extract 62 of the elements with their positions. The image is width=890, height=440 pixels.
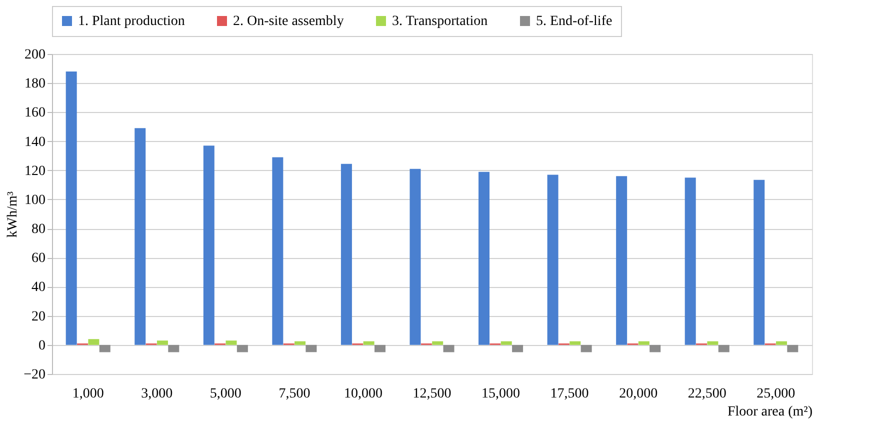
x-tick-label: 5,000 (210, 386, 242, 402)
y-tick-label: 0 (38, 338, 46, 354)
bar (374, 344, 386, 352)
y-tick-label: 40 (32, 280, 46, 296)
bar (616, 176, 628, 345)
x-tick-label: 3,000 (141, 386, 173, 402)
x-tick-label: 1,000 (72, 386, 104, 402)
bar (203, 146, 214, 345)
bar (272, 157, 284, 345)
y-tick-label: 80 (32, 222, 46, 238)
x-tick-label: 7,500 (278, 386, 310, 402)
bar (134, 128, 146, 345)
y-tick-label: 180 (24, 76, 46, 92)
bar (547, 174, 558, 345)
x-tick-label: 22,500 (688, 386, 726, 402)
bar (88, 339, 100, 345)
bar (410, 168, 421, 345)
bar (236, 344, 248, 352)
legend-label: 1. Plant production (78, 14, 185, 29)
y-tick-label: 20 (32, 309, 46, 324)
y-tick-label: 140 (24, 134, 46, 150)
x-tick-label: 12,500 (412, 386, 452, 402)
bar (363, 341, 374, 345)
x-tick-label: 10,000 (344, 386, 382, 402)
y-tick-label: −20 (24, 368, 46, 382)
legend-label: 5. End-of-life (536, 14, 612, 29)
bar (156, 340, 168, 345)
x-tick-label: 25,000 (756, 386, 796, 402)
bar (99, 344, 110, 352)
bar (570, 341, 581, 345)
bar (718, 344, 730, 352)
bar (168, 344, 180, 352)
bar (478, 172, 490, 345)
bar (754, 180, 765, 345)
y-tick-label: 100 (24, 192, 46, 208)
bar (500, 341, 512, 345)
bar (787, 344, 798, 352)
bar (776, 341, 787, 345)
y-axis-title: kWh/m³ (6, 191, 21, 238)
legend-label: 3. Transportation (392, 14, 488, 29)
bar (66, 71, 77, 345)
bar (512, 344, 524, 352)
x-tick-label: 15,000 (482, 386, 520, 402)
x-tick-label: 20,000 (619, 386, 658, 402)
bar (340, 164, 352, 345)
legend-label: 2. On-site assembly (233, 14, 344, 29)
x-tick-label: 17,500 (550, 386, 589, 402)
bar (638, 341, 650, 345)
bar (226, 340, 237, 345)
x-axis-title: Floor area (m²) (727, 404, 813, 420)
y-tick-label: 200 (24, 48, 46, 62)
bar (707, 341, 718, 345)
bar (432, 341, 444, 345)
bar (684, 178, 696, 345)
bar (650, 344, 661, 352)
y-tick-label: 60 (32, 251, 46, 266)
bar (294, 341, 306, 345)
bar (580, 344, 592, 352)
y-tick-label: 120 (24, 164, 46, 179)
bar (306, 344, 317, 352)
bar (443, 344, 454, 352)
y-tick-label: 160 (24, 106, 46, 121)
